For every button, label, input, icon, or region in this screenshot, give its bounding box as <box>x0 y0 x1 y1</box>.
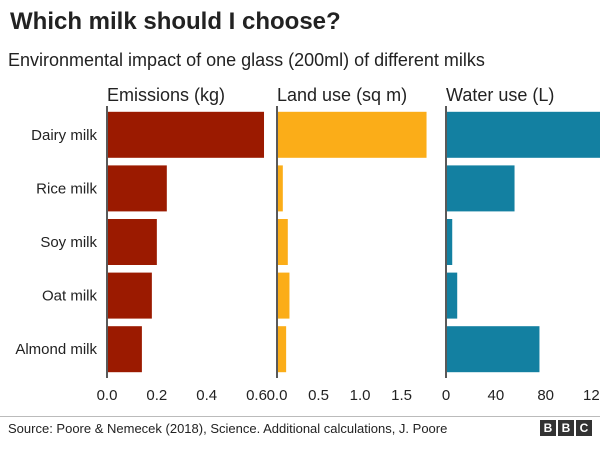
milk-impact-chart: Dairy milk Rice milk Soy milk Oat milk Almon… <box>15 85 600 404</box>
bar <box>108 326 142 373</box>
x-tick-label: 1.5 <box>391 387 412 404</box>
x-tick-label: 40 <box>488 387 505 404</box>
logo-letter: B <box>540 420 556 436</box>
bar <box>108 219 157 265</box>
x-tick-label: 120 <box>583 387 600 404</box>
x-tick-label: 0.6 <box>246 387 267 404</box>
bar <box>278 165 283 212</box>
category-label: Almond milk <box>15 341 97 358</box>
bar <box>447 326 540 373</box>
bar <box>108 165 167 212</box>
bar <box>447 165 515 212</box>
bbc-logo: B B C <box>540 420 592 436</box>
panel-title: Emissions (kg) <box>107 85 225 105</box>
bar <box>447 111 600 158</box>
chart-subtitle: Environmental impact of one glass (200ml… <box>8 50 485 70</box>
panel-title: Land use (sq m) <box>277 85 407 105</box>
bar <box>447 272 458 319</box>
bar <box>108 272 152 319</box>
logo-letter: C <box>576 420 592 436</box>
bar <box>447 219 453 265</box>
footer: Source: Poore & Nemecek (2018), Science.… <box>0 416 600 461</box>
x-tick-label: 0.0 <box>97 387 118 404</box>
category-label: Oat milk <box>42 288 98 305</box>
x-tick-label: 1.0 <box>350 387 371 404</box>
bar <box>108 111 265 158</box>
category-label: Rice milk <box>36 180 97 197</box>
panel-title: Water use (L) <box>446 85 554 105</box>
x-tick-label: 0.0 <box>267 387 288 404</box>
x-tick-label: 80 <box>537 387 554 404</box>
bar <box>278 219 288 265</box>
x-tick-label: 0.2 <box>146 387 167 404</box>
bar <box>278 326 287 373</box>
logo-letter: B <box>558 420 574 436</box>
x-tick-label: 0 <box>442 387 450 404</box>
bar <box>278 272 290 319</box>
source-note: Source: Poore & Nemecek (2018), Science.… <box>8 421 448 436</box>
x-tick-label: 0.5 <box>308 387 329 404</box>
chart-title: Which milk should I choose? <box>10 8 341 35</box>
footer-divider <box>0 416 600 417</box>
x-tick-label: 0.4 <box>196 387 217 404</box>
bar <box>278 111 427 158</box>
category-label: Dairy milk <box>31 127 97 144</box>
category-label: Soy milk <box>40 234 97 251</box>
